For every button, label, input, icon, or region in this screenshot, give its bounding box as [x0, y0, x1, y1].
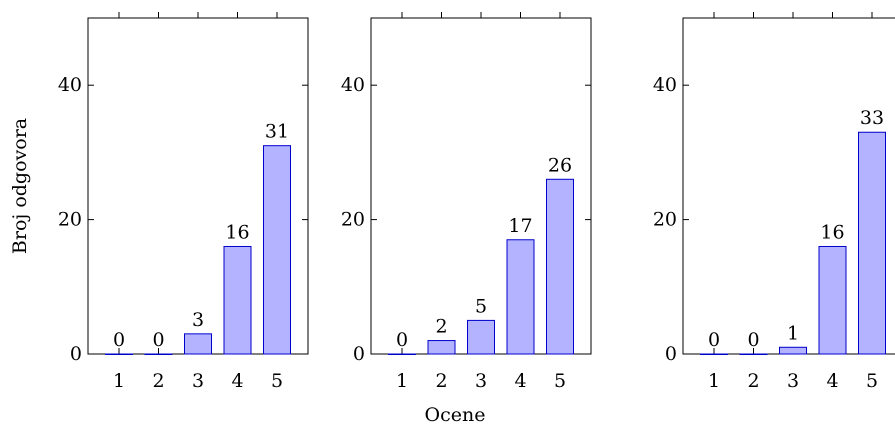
- data-label: 16: [225, 221, 249, 243]
- bar-5: [546, 178, 574, 355]
- bar-5: [858, 131, 886, 355]
- y-tick-label: 0: [353, 343, 365, 365]
- y-axis-label: Broj odgovora: [9, 118, 31, 254]
- x-tick-label: 4: [514, 370, 526, 392]
- y-tick-label: 0: [70, 343, 82, 365]
- bar-5: [263, 145, 291, 355]
- bar-3: [779, 346, 807, 355]
- y-tick-label: 20: [341, 209, 365, 231]
- data-label: 0: [396, 329, 408, 351]
- x-tick-label: 3: [787, 370, 799, 392]
- x-tick-label: 2: [152, 370, 164, 392]
- data-label: 3: [192, 309, 204, 331]
- data-label: 33: [860, 107, 884, 129]
- bar-3: [184, 333, 212, 355]
- chart-panel-1: 0 20 40 0 1 0 2 3 3 16 4 31 5: [58, 12, 309, 392]
- x-tick-label: 2: [435, 370, 447, 392]
- bar-1: [388, 353, 416, 355]
- x-tick-label: 2: [747, 370, 759, 392]
- bar-4: [223, 245, 252, 355]
- data-label: 1: [787, 322, 799, 344]
- x-tick-label: 4: [231, 370, 243, 392]
- data-label: 0: [708, 329, 720, 351]
- x-tick-label: 1: [708, 370, 720, 392]
- bar-1: [105, 353, 133, 355]
- y-tick-label: 0: [665, 343, 677, 365]
- x-tick-label: 4: [826, 370, 838, 392]
- x-tick-label: 5: [271, 370, 283, 392]
- x-tick-label: 3: [475, 370, 487, 392]
- data-label: 5: [475, 295, 487, 317]
- data-label: 0: [113, 329, 125, 351]
- y-tick-label: 40: [653, 74, 677, 96]
- data-label: 26: [548, 154, 572, 176]
- x-tick-label: 1: [396, 370, 408, 392]
- y-tick-label: 20: [58, 209, 82, 231]
- y-tick-label: 20: [653, 209, 677, 231]
- bar-2: [427, 340, 456, 355]
- data-label: 31: [265, 121, 289, 143]
- data-label: 0: [747, 329, 759, 351]
- bar-2: [739, 353, 768, 355]
- x-tick-label: 5: [554, 370, 566, 392]
- data-label: 17: [508, 215, 532, 237]
- chart-panel-3: 0 20 40 0 1 0 2 1 3 16 4 33 5: [653, 12, 895, 392]
- bar-3: [467, 319, 495, 355]
- data-label: 2: [435, 316, 447, 338]
- bar-1: [700, 353, 728, 355]
- chart-panel-2: 0 20 40 0 1 2 2 5 3 17 4 26 5: [341, 12, 592, 392]
- y-tick-label: 40: [341, 74, 365, 96]
- data-label: 0: [152, 329, 164, 351]
- data-label: 16: [820, 221, 844, 243]
- x-tick-label: 5: [866, 370, 878, 392]
- bar-4: [818, 245, 847, 355]
- y-tick-label: 40: [58, 74, 82, 96]
- x-axis-label: Ocene: [425, 404, 486, 426]
- x-tick-label: 3: [192, 370, 204, 392]
- x-tick-label: 1: [113, 370, 125, 392]
- bar-2: [144, 353, 173, 355]
- bar-4: [506, 239, 535, 355]
